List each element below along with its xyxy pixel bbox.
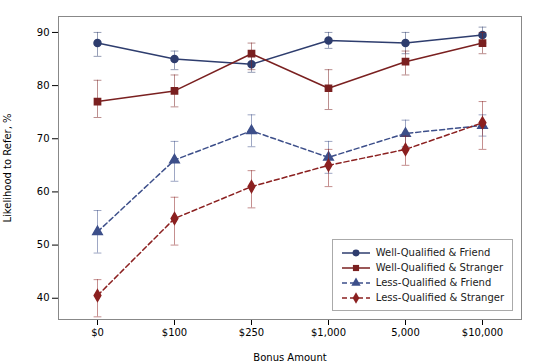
svg-text:80: 80 xyxy=(37,80,50,91)
svg-text:50: 50 xyxy=(37,239,50,250)
svg-text:60: 60 xyxy=(37,186,50,197)
svg-text:70: 70 xyxy=(37,133,50,144)
svg-text:$250: $250 xyxy=(239,327,264,338)
svg-text:$10,000: $10,000 xyxy=(462,327,503,338)
svg-text:5,000: 5,000 xyxy=(391,327,420,338)
svg-text:Likelihood to Refer, %: Likelihood to Refer, % xyxy=(2,113,13,222)
html-text:Well-Qualified & Friend: Well-Qualified & Friend xyxy=(375,247,491,258)
html-text:Well-Qualified & Stranger: Well-Qualified & Stranger xyxy=(375,262,503,273)
html-text:Less-Qualified & Friend: Less-Qualified & Friend xyxy=(375,277,492,288)
svg-text:$100: $100 xyxy=(162,327,187,338)
svg-text:$0: $0 xyxy=(91,327,104,338)
svg-text:Bonus Amount: Bonus Amount xyxy=(253,352,326,363)
html-text:Less-Qualified & Stranger: Less-Qualified & Stranger xyxy=(375,292,504,303)
svg-text:$1,000: $1,000 xyxy=(311,327,346,338)
svg-text:90: 90 xyxy=(37,27,50,38)
svg-text:40: 40 xyxy=(37,292,50,303)
